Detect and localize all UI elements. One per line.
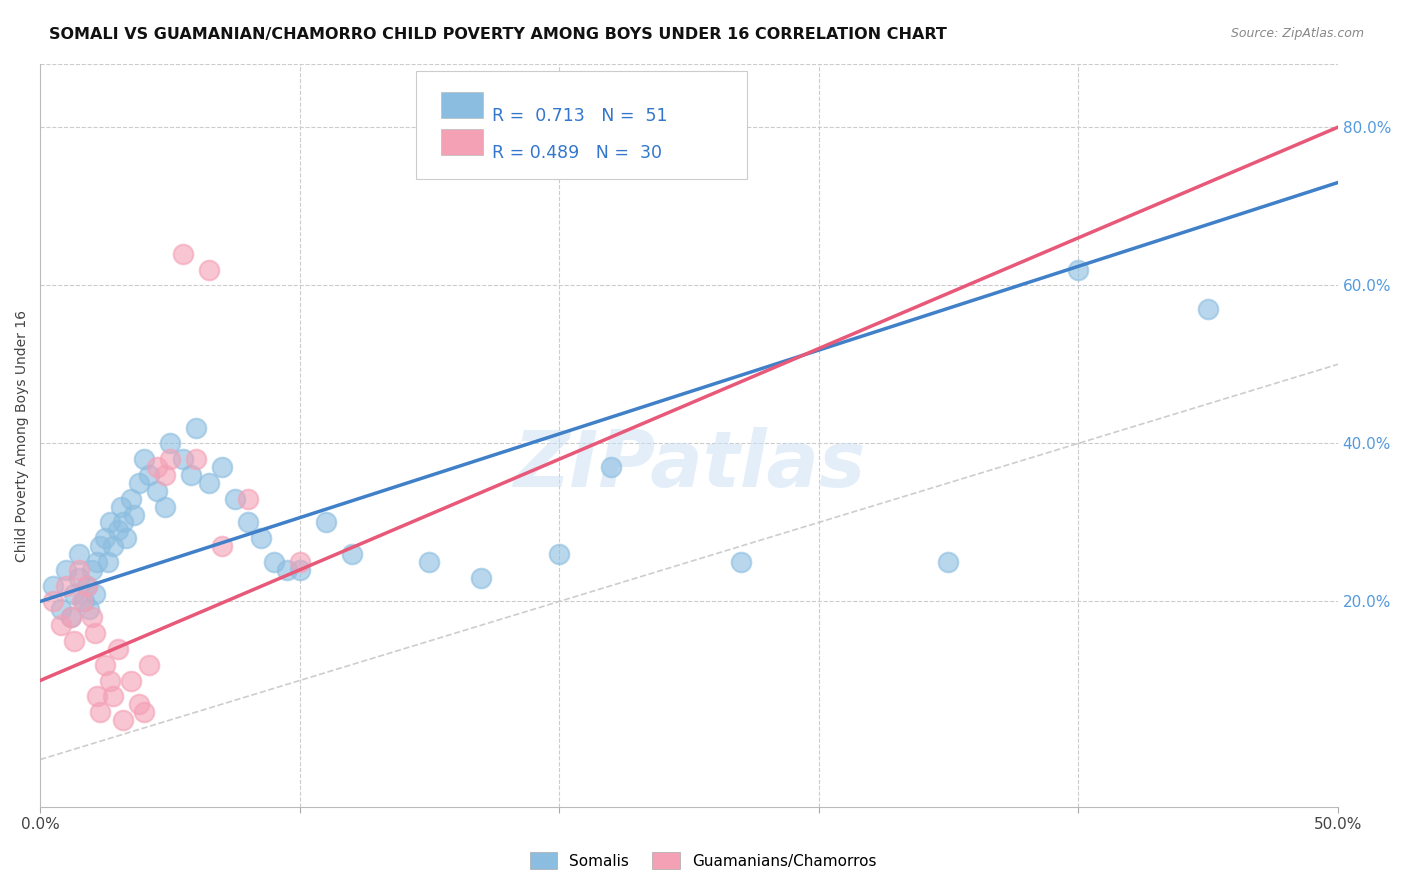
Point: [97, 555, 120, 569]
Point: [67, 547, 90, 561]
Point: [55, 563, 77, 577]
Point: [73, 594, 96, 608]
Point: [83, 586, 105, 600]
Point: [120, 491, 142, 506]
Point: [112, 516, 135, 530]
Point: [340, 547, 363, 561]
Point: [42, 579, 65, 593]
Point: [107, 641, 129, 656]
Point: [42, 594, 65, 608]
Point: [132, 705, 155, 719]
Point: [120, 673, 142, 688]
Y-axis label: Child Poverty Among Boys Under 16: Child Poverty Among Boys Under 16: [15, 310, 30, 562]
Point: [184, 420, 207, 434]
Point: [67, 563, 90, 577]
Point: [128, 475, 150, 490]
Point: [94, 531, 117, 545]
Point: [89, 539, 111, 553]
Text: R = 0.489   N =  30: R = 0.489 N = 30: [492, 145, 662, 162]
Point: [55, 579, 77, 593]
Point: [114, 531, 136, 545]
Point: [1197, 301, 1219, 316]
Text: R =  0.713   N =  51: R = 0.713 N = 51: [492, 107, 668, 125]
Point: [548, 547, 571, 561]
Point: [86, 555, 108, 569]
Point: [211, 460, 233, 475]
Point: [184, 452, 207, 467]
Point: [76, 579, 98, 593]
FancyBboxPatch shape: [416, 71, 747, 179]
Point: [172, 246, 194, 260]
Point: [249, 531, 271, 545]
Point: [80, 563, 103, 577]
Point: [288, 555, 311, 569]
Point: [63, 634, 86, 648]
Point: [1067, 262, 1090, 277]
Point: [159, 436, 181, 450]
Point: [122, 508, 145, 522]
Point: [172, 452, 194, 467]
Point: [138, 468, 160, 483]
Point: [236, 491, 259, 506]
Point: [76, 579, 98, 593]
Point: [49, 602, 72, 616]
Point: [112, 713, 135, 727]
Point: [418, 555, 440, 569]
Point: [153, 468, 176, 483]
Point: [211, 539, 233, 553]
Point: [94, 657, 117, 672]
Point: [288, 563, 311, 577]
Point: [180, 468, 202, 483]
Point: [159, 452, 181, 467]
Point: [132, 452, 155, 467]
Point: [263, 555, 285, 569]
Text: ZIPatlas: ZIPatlas: [513, 427, 865, 503]
Legend: Somalis, Guamanians/Chamorros: Somalis, Guamanians/Chamorros: [523, 846, 883, 875]
Point: [83, 626, 105, 640]
Point: [98, 673, 121, 688]
Point: [224, 491, 246, 506]
Point: [89, 705, 111, 719]
Point: [101, 539, 124, 553]
Text: SOMALI VS GUAMANIAN/CHAMORRO CHILD POVERTY AMONG BOYS UNDER 16 CORRELATION CHART: SOMALI VS GUAMANIAN/CHAMORRO CHILD POVER…: [49, 27, 948, 42]
FancyBboxPatch shape: [441, 129, 482, 155]
Point: [79, 602, 101, 616]
Point: [60, 610, 83, 624]
FancyBboxPatch shape: [441, 92, 482, 119]
Point: [600, 460, 623, 475]
Point: [101, 690, 124, 704]
Point: [49, 618, 72, 632]
Point: [60, 610, 83, 624]
Point: [67, 571, 90, 585]
Point: [197, 475, 219, 490]
Point: [138, 657, 160, 672]
Point: [470, 571, 492, 585]
Point: [197, 262, 219, 277]
Point: [107, 524, 129, 538]
Point: [146, 460, 169, 475]
Point: [110, 500, 132, 514]
Point: [276, 563, 298, 577]
Point: [80, 610, 103, 624]
Point: [236, 516, 259, 530]
Point: [730, 555, 752, 569]
Point: [98, 516, 121, 530]
Point: [70, 594, 93, 608]
Text: Source: ZipAtlas.com: Source: ZipAtlas.com: [1230, 27, 1364, 40]
Point: [128, 698, 150, 712]
Point: [315, 516, 337, 530]
Point: [86, 690, 108, 704]
Point: [938, 555, 960, 569]
Point: [146, 483, 169, 498]
Point: [63, 586, 86, 600]
Point: [153, 500, 176, 514]
